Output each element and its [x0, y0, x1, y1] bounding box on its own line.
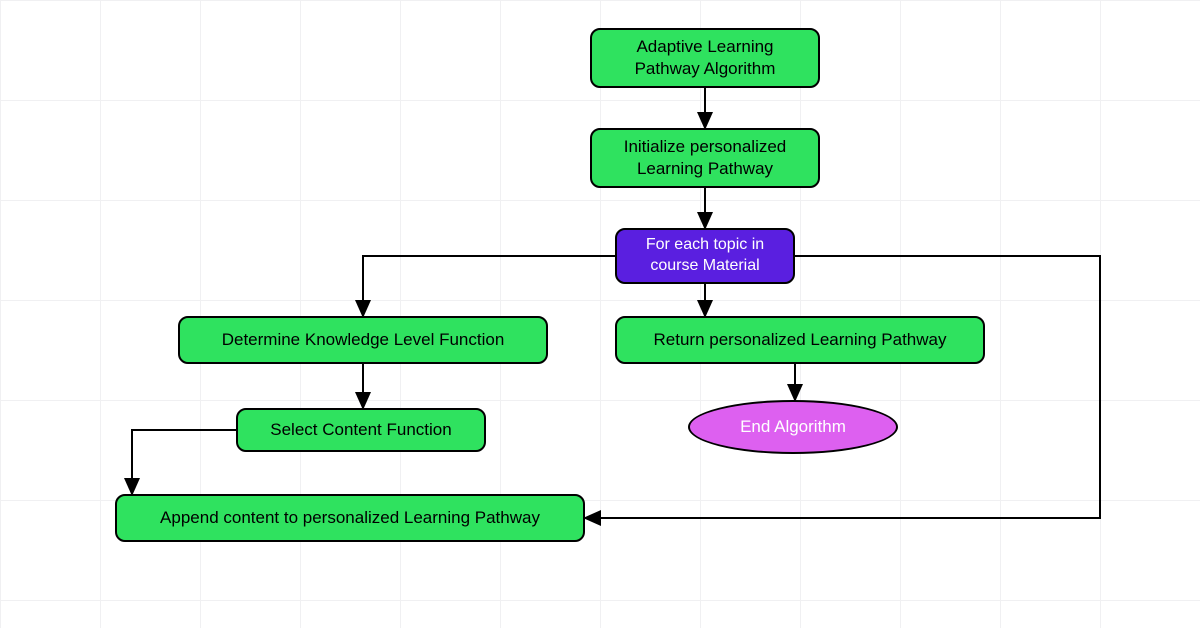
node-label: Select Content Function	[260, 419, 461, 441]
node-label: Append content to personalized Learning …	[150, 507, 550, 529]
node-label: Initialize personalized Learning Pathway	[614, 136, 797, 180]
node-end: End Algorithm	[688, 400, 898, 454]
node-append: Append content to personalized Learning …	[115, 494, 585, 542]
node-label: For each topic in course Material	[636, 235, 774, 277]
node-loop: For each topic in course Material	[615, 228, 795, 284]
node-determine: Determine Knowledge Level Function	[178, 316, 548, 364]
node-select: Select Content Function	[236, 408, 486, 452]
node-label: Determine Knowledge Level Function	[212, 329, 515, 351]
node-label: Adaptive Learning Pathway Algorithm	[625, 36, 786, 80]
node-label: Return personalized Learning Pathway	[644, 329, 957, 351]
node-label: End Algorithm	[730, 416, 856, 438]
node-init: Initialize personalized Learning Pathway	[590, 128, 820, 188]
node-return: Return personalized Learning Pathway	[615, 316, 985, 364]
node-start: Adaptive Learning Pathway Algorithm	[590, 28, 820, 88]
